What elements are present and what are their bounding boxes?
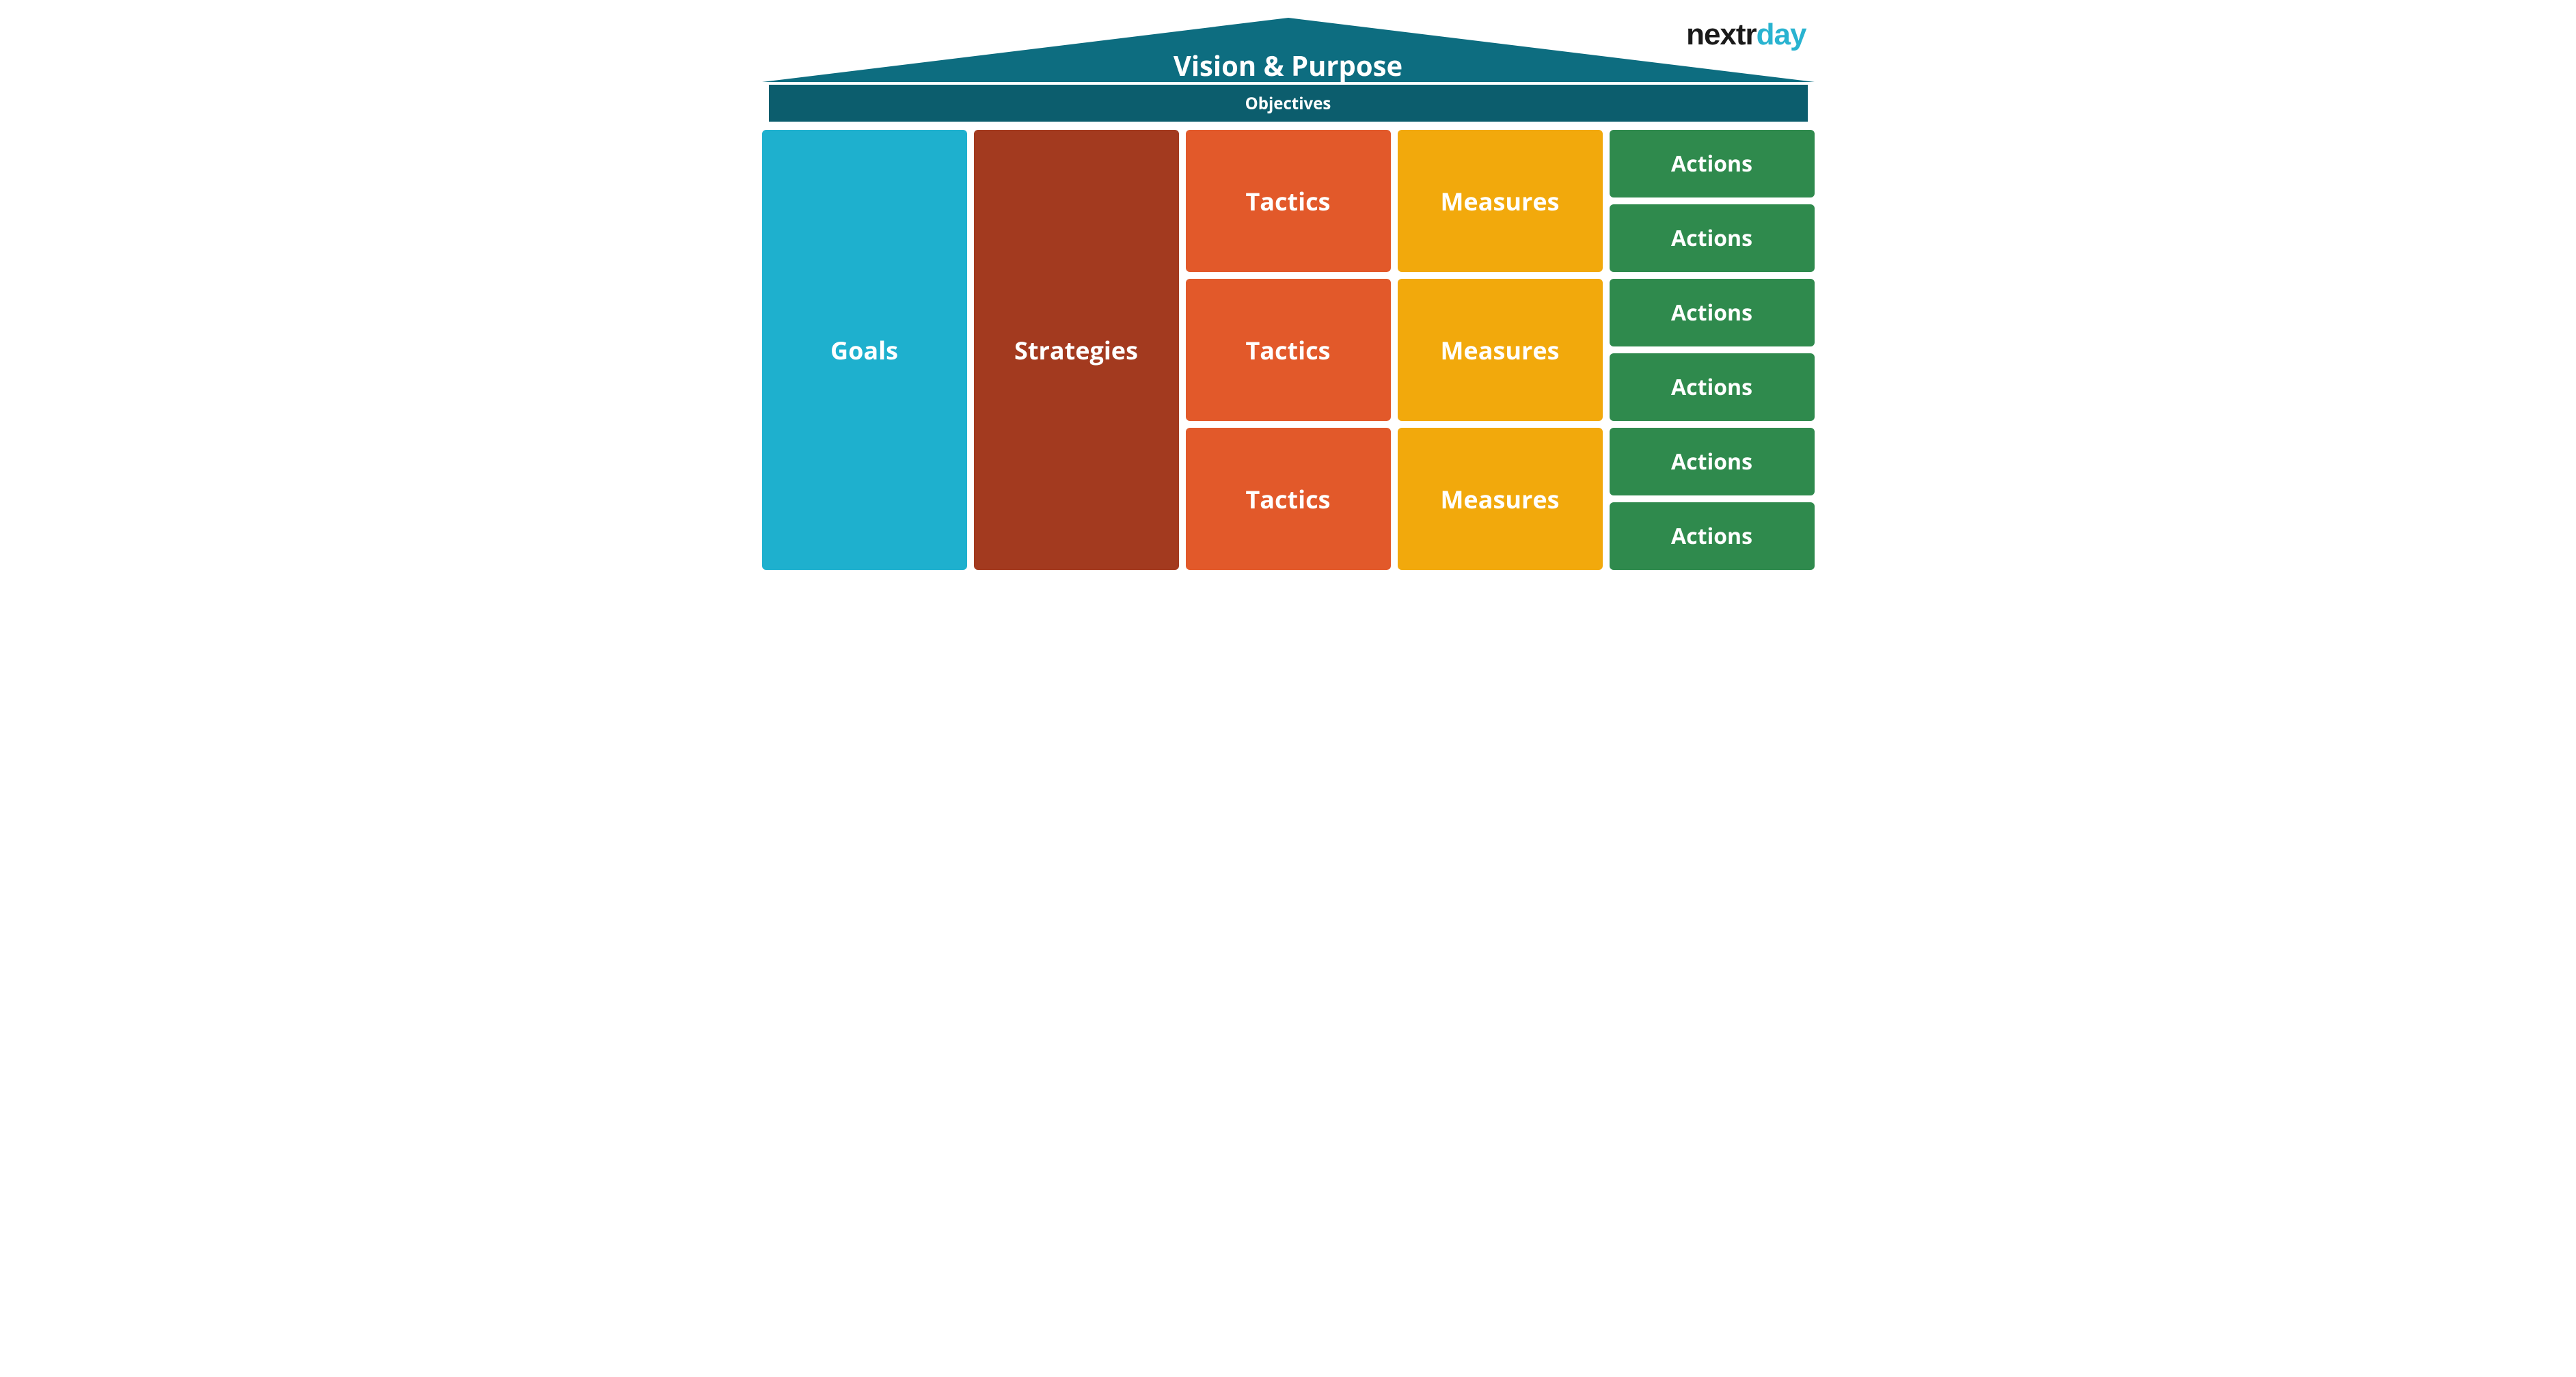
goals-label: Goals	[830, 333, 898, 367]
actions-block: Actions	[1610, 204, 1815, 272]
actions-label: Actions	[1671, 447, 1752, 476]
actions-label: Actions	[1671, 223, 1752, 253]
measures-label: Measures	[1440, 482, 1559, 516]
objectives-label: Objectives	[1245, 92, 1331, 115]
strategy-grid: Goals Strategies Tactics Tactics Tactics…	[762, 130, 1815, 570]
tactics-label: Tactics	[1245, 482, 1330, 516]
tactics-label: Tactics	[1245, 333, 1330, 367]
actions-label: Actions	[1671, 298, 1752, 327]
objectives-bar: Objectives	[769, 85, 1808, 122]
tactics-block: Tactics	[1186, 428, 1391, 570]
goals-block: Goals	[762, 130, 967, 570]
measures-label: Measures	[1440, 333, 1559, 367]
strategies-label: Strategies	[1014, 333, 1138, 367]
tactics-label: Tactics	[1245, 185, 1330, 218]
strategies-block: Strategies	[974, 130, 1179, 570]
actions-block: Actions	[1610, 428, 1815, 495]
actions-block: Actions	[1610, 353, 1815, 421]
tactics-block: Tactics	[1186, 279, 1391, 421]
actions-block: Actions	[1610, 130, 1815, 197]
actions-label: Actions	[1671, 149, 1752, 178]
diagram-canvas: nextrday Vision & Purpose Objectives Goa…	[762, 14, 1815, 570]
tactics-block: Tactics	[1186, 130, 1391, 272]
measures-block: Measures	[1398, 428, 1603, 570]
measures-label: Measures	[1440, 185, 1559, 218]
actions-block: Actions	[1610, 279, 1815, 346]
actions-label: Actions	[1671, 521, 1752, 551]
actions-label: Actions	[1671, 372, 1752, 402]
measures-block: Measures	[1398, 279, 1603, 421]
measures-block: Measures	[1398, 130, 1603, 272]
vision-purpose-label: Vision & Purpose	[762, 46, 1815, 84]
actions-block: Actions	[1610, 502, 1815, 570]
